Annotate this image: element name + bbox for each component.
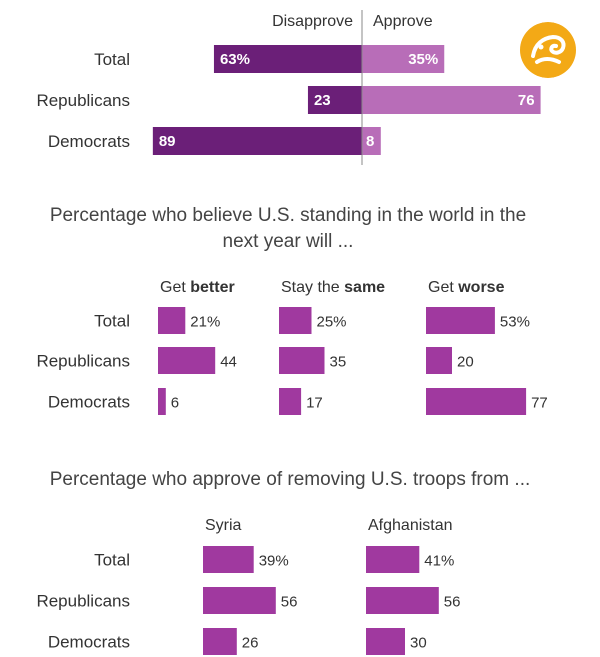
troops-bar — [203, 628, 237, 655]
troops-value: 30 — [410, 635, 427, 652]
troops-value: 56 — [444, 594, 461, 611]
approve-value: 8 — [366, 133, 374, 150]
disapprove-value: 63% — [220, 51, 250, 68]
column-header-same: Stay the same — [281, 279, 385, 296]
disapprove-bar — [213, 45, 362, 73]
standing-value: 6 — [171, 395, 179, 412]
row-label-total: Total — [94, 312, 130, 331]
row-label-republicans: Republicans — [36, 592, 130, 611]
troops-value: 41% — [424, 553, 454, 570]
orange-logo-icon — [520, 22, 576, 78]
column-header-afghanistan: Afghanistan — [368, 517, 453, 534]
standing-bar — [158, 347, 216, 374]
standing-bar — [158, 388, 166, 415]
legend-disapprove: Disapprove — [272, 13, 353, 30]
row-label-democrats: Democrats — [48, 393, 130, 412]
disapprove-value: 89 — [159, 133, 176, 150]
chart-title-troops: Percentage who approve of removing U.S. … — [50, 469, 531, 490]
standing-value: 53% — [500, 314, 530, 331]
approve-value: 76 — [518, 92, 535, 109]
standing-bar — [426, 388, 527, 415]
legend-approve: Approve — [373, 13, 433, 30]
standing-bar — [279, 388, 302, 415]
disapprove-bar — [152, 127, 362, 155]
approve-value: 35% — [408, 51, 438, 68]
troops-bar — [366, 546, 420, 573]
approve-bar — [362, 86, 541, 114]
row-label-total: Total — [94, 50, 130, 69]
troops-bar — [366, 628, 405, 655]
row-label-republicans: Republicans — [36, 352, 130, 371]
column-header-better: Get better — [160, 279, 235, 296]
column-header-worse: Get worse — [428, 279, 505, 296]
disapprove-value: 23 — [314, 92, 331, 109]
standing-bar — [279, 307, 312, 334]
standing-bar — [426, 347, 452, 374]
troops-value: 56 — [281, 594, 298, 611]
troops-bar — [366, 587, 439, 614]
row-label-democrats: Democrats — [48, 132, 130, 151]
troops-bar — [203, 546, 254, 573]
standing-value: 20 — [457, 354, 474, 371]
standing-value: 44 — [220, 354, 237, 371]
chart-title-standing-line2: next year will ... — [223, 231, 354, 252]
column-header-syria: Syria — [205, 517, 242, 534]
row-label-total: Total — [94, 551, 130, 570]
standing-value: 17 — [306, 395, 323, 412]
troops-bar — [203, 587, 276, 614]
standing-value: 35 — [330, 354, 347, 371]
standing-bar — [426, 307, 495, 334]
standing-value: 77 — [531, 395, 548, 412]
standing-bar — [279, 347, 325, 374]
standing-value: 21% — [190, 314, 220, 331]
approve-bar — [362, 45, 445, 73]
chart-title-standing-line1: Percentage who believe U.S. standing in … — [50, 205, 526, 226]
approve-bar — [362, 127, 381, 155]
troops-value: 39% — [259, 553, 289, 570]
standing-bar — [158, 307, 186, 334]
row-label-republicans: Republicans — [36, 91, 130, 110]
disapprove-bar — [307, 86, 362, 114]
troops-value: 26 — [242, 635, 259, 652]
row-label-democrats: Democrats — [48, 633, 130, 652]
standing-value: 25% — [317, 314, 347, 331]
